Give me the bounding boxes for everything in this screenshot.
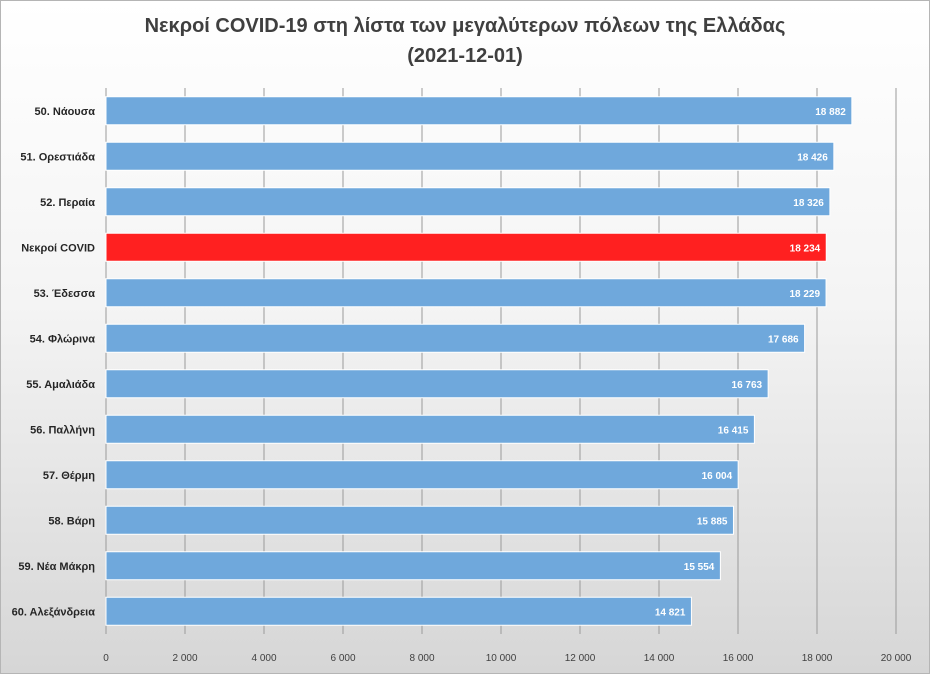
x-axis-tick-labels: 0 2 000 4 000 6 000 8 000 10 000 12 000 14 000 1… [103, 653, 912, 664]
category-label: 57. Θέρμη [43, 470, 95, 482]
bar-value-label: 17 686 [768, 334, 799, 345]
category-label: 51. Ορεστιάδα [20, 151, 95, 163]
bar [105, 278, 827, 308]
bar [105, 141, 835, 171]
bar [105, 551, 721, 581]
gridlines [105, 88, 897, 634]
bar-value-label: 18 326 [793, 198, 824, 209]
x-tick-label: 8 000 [409, 653, 434, 664]
bar [105, 187, 831, 217]
category-label: 54. Φλώρινα [30, 333, 96, 345]
x-tick-label: 20 000 [881, 653, 912, 664]
chart-subtitle: (2021-12-01) [407, 45, 523, 67]
x-tick-label: 12 000 [565, 653, 596, 664]
bar-value-label: 14 821 [655, 607, 686, 618]
category-label: 56. Παλλήνη [30, 424, 95, 436]
bar [105, 460, 739, 490]
bar [105, 323, 806, 353]
x-tick-label: 16 000 [723, 653, 754, 664]
category-label: 53. Έδεσσα [34, 288, 96, 300]
x-tick-label: 0 [103, 653, 109, 664]
bar [105, 369, 769, 399]
x-tick-label: 6 000 [330, 653, 355, 664]
bar-value-label: 16 415 [718, 425, 749, 436]
category-label: 50. Νάουσα [35, 106, 96, 118]
bar [105, 232, 827, 262]
bar-value-label: 15 554 [684, 562, 715, 573]
chart-title: Νεκροί COVID-19 στη λίστα των μεγαλύτερω… [144, 15, 786, 37]
x-tick-label: 10 000 [486, 653, 517, 664]
bar-value-label: 16 763 [732, 380, 763, 391]
category-label: 55. Αμαλιάδα [26, 379, 95, 391]
category-label: 60. Αλεξάνδρεια [12, 606, 96, 618]
x-tick-label: 14 000 [644, 653, 675, 664]
x-tick-label: 2 000 [172, 653, 197, 664]
bar [105, 414, 755, 444]
x-tick-label: 4 000 [251, 653, 276, 664]
category-labels: 50. Νάουσα 51. Ορεστιάδα 52. Περαία Νεκροί … [12, 106, 96, 619]
category-label: 59. Νέα Μάκρη [18, 561, 95, 573]
x-tick-label: 18 000 [802, 653, 833, 664]
bars: 18 882 18 426 18 326 18 234 18 229 17 686 16 7… [105, 96, 853, 626]
bar-value-label: 18 882 [815, 107, 846, 118]
bar [105, 505, 734, 535]
bar-value-label: 18 426 [797, 152, 828, 163]
category-label: 58. Βάρη [48, 515, 95, 527]
bar-value-label: 16 004 [702, 471, 733, 482]
category-label: 52. Περαία [40, 197, 95, 209]
bar-value-label: 15 885 [697, 516, 728, 527]
bar-value-label: 18 234 [790, 243, 821, 254]
category-label: Νεκροί COVID [21, 242, 95, 254]
bar-value-label: 18 229 [789, 289, 820, 300]
bar [105, 96, 853, 126]
bar [105, 596, 692, 626]
